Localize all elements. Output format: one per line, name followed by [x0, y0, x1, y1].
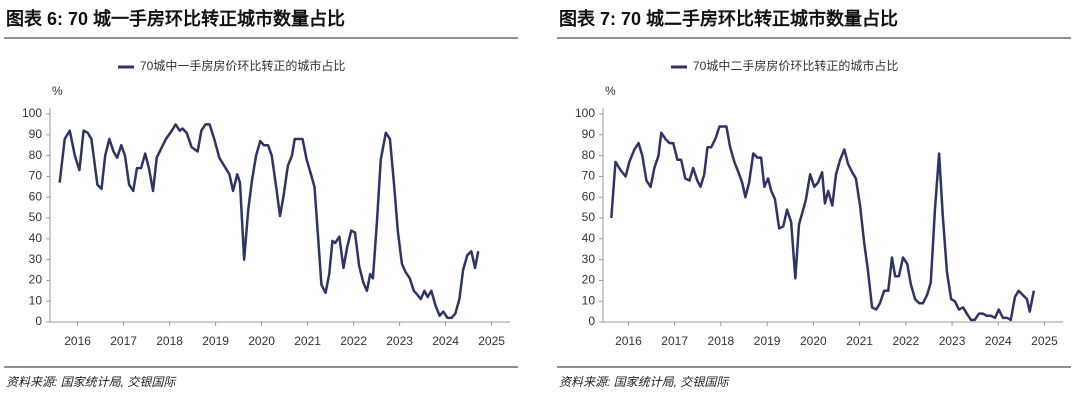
source: 资料来源: 国家统计局, 交银国际 [559, 375, 730, 389]
x-tick-label: 2023 [939, 334, 966, 348]
y-tick-label: 50 [582, 210, 596, 224]
x-tick-label: 2023 [386, 334, 413, 348]
chart-title: 图表 6: 70 城一手房环比转正城市数量占比 [6, 8, 345, 29]
source: 资料来源: 国家统计局, 交银国际 [6, 375, 177, 389]
y-tick-label: 50 [29, 210, 43, 224]
y-tick-label: 40 [582, 231, 596, 245]
legend-label: 70城中一手房房价环比转正的城市占比 [140, 58, 345, 73]
x-tick-label: 2024 [985, 334, 1012, 348]
y-tick-label: 10 [29, 293, 43, 307]
x-tick-label: 2020 [800, 334, 827, 348]
y-tick-label: 80 [582, 148, 596, 162]
y-tick-label: 70 [582, 169, 596, 183]
x-tick-label: 2024 [432, 334, 459, 348]
y-tick-label: 70 [29, 169, 43, 183]
x-tick-label: 2025 [478, 334, 505, 348]
x-tick-label: 2017 [661, 334, 688, 348]
y-tick-label: 20 [29, 273, 43, 287]
y-tick-label: 80 [29, 148, 43, 162]
y-tick-label: 100 [22, 106, 42, 120]
x-tick-label: 2021 [846, 334, 873, 348]
x-tick-label: 2019 [202, 334, 229, 348]
y-tick-label: 0 [35, 314, 42, 328]
y-tick-label: 0 [588, 314, 595, 328]
y-unit: % [605, 84, 616, 98]
series-line [58, 123, 480, 320]
y-tick-label: 40 [29, 231, 43, 245]
x-tick-label: 2020 [248, 334, 275, 348]
y-tick-label: 30 [29, 252, 43, 266]
x-tick-label: 2025 [1031, 334, 1058, 348]
y-tick-label: 100 [575, 106, 595, 120]
y-tick-label: 60 [582, 189, 596, 203]
x-tick-label: 2018 [156, 334, 183, 348]
y-tick-label: 90 [29, 127, 43, 141]
x-tick-label: 2016 [615, 334, 642, 348]
y-unit: % [52, 84, 63, 98]
x-tick-label: 2017 [110, 334, 137, 348]
x-tick-label: 2022 [340, 334, 367, 348]
x-tick-label: 2021 [294, 334, 321, 348]
x-tick-label: 2022 [892, 334, 919, 348]
x-tick-label: 2019 [754, 334, 781, 348]
y-tick-label: 60 [29, 189, 43, 203]
series-line [610, 125, 1036, 322]
y-tick-label: 30 [582, 252, 596, 266]
x-tick-label: 2018 [708, 334, 735, 348]
y-tick-label: 90 [582, 127, 596, 141]
y-tick-label: 20 [582, 273, 596, 287]
x-tick-label: 2016 [64, 334, 91, 348]
y-tick-label: 10 [582, 293, 596, 307]
chart-title: 图表 7: 70 城二手房环比转正城市数量占比 [559, 8, 898, 29]
legend-label: 70城中二手房房价环比转正的城市占比 [693, 58, 898, 73]
